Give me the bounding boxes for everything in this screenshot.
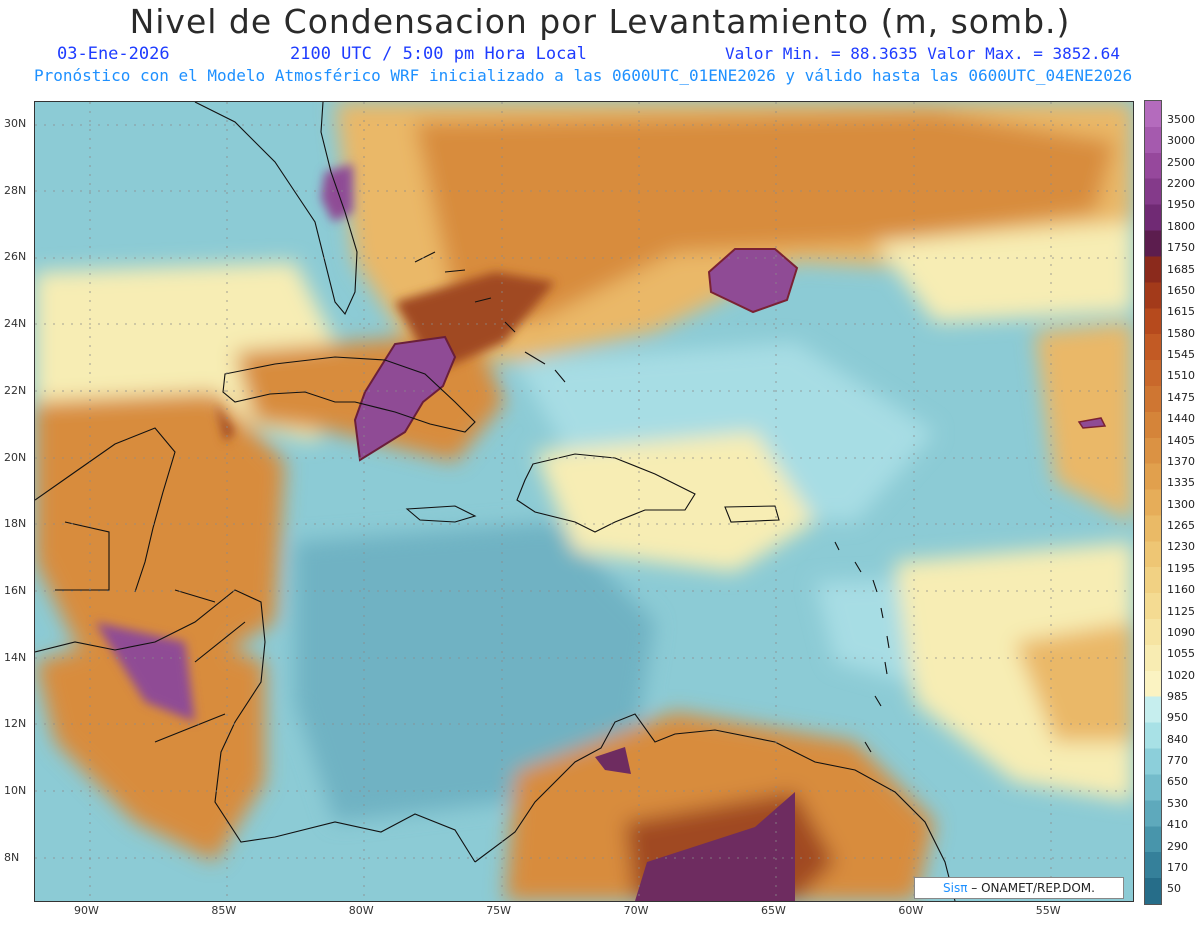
lat-label: 24N <box>4 317 27 331</box>
central-america-orange <box>35 622 265 862</box>
value-min-max: Valor Min. = 88.3635 Valor Max. = 3852.6… <box>725 44 1120 63</box>
hispaniola-coast <box>516 453 696 533</box>
lat-label: 26N <box>4 250 27 264</box>
colorbar-label: 1440 <box>1167 412 1195 426</box>
colorbar-label: 1370 <box>1167 454 1195 468</box>
yucatan-orange <box>35 392 285 682</box>
colorbar-label: 1750 <box>1167 241 1195 255</box>
colorbar-label: 1055 <box>1167 647 1195 661</box>
pale-band-north <box>875 222 1133 322</box>
colorbar-label: 2500 <box>1167 155 1195 169</box>
lon-label: 65W <box>761 904 786 917</box>
colorbar-label: 1580 <box>1167 326 1195 340</box>
coastlines <box>35 102 956 901</box>
lat-label: 12N <box>4 717 27 731</box>
jamaica-coast <box>405 505 477 523</box>
lon-label: 70W <box>623 904 649 917</box>
lat-label: 30N <box>4 117 27 130</box>
east-purple-cell <box>1077 417 1107 429</box>
colorbar-label: 650 <box>1167 775 1188 789</box>
cuba-coast <box>222 356 476 433</box>
lat-label: 22N <box>4 383 27 397</box>
lat-label: 8N <box>4 850 20 864</box>
colorbar-label: 1265 <box>1167 519 1195 533</box>
colorbar-label: 770 <box>1167 754 1188 768</box>
colorbar-label: 1335 <box>1167 476 1195 490</box>
colorbar-label: 1545 <box>1167 348 1195 362</box>
honduras-purple <box>95 622 195 722</box>
lon-label: 60W <box>898 904 924 917</box>
model-info: Pronóstico con el Modelo Atmosférico WRF… <box>34 66 1133 85</box>
colorbar-label: 1510 <box>1167 369 1195 383</box>
bahamas-islands <box>414 251 566 383</box>
lat-label: 28N <box>4 183 27 197</box>
lon-label: 75W <box>486 904 512 917</box>
lat-label: 18N <box>4 517 27 531</box>
gridlines <box>35 102 1133 901</box>
atlantic-purple-cell <box>707 248 799 314</box>
colorbar-label: 1090 <box>1167 625 1195 639</box>
sispi-logo-text: Sisπ <box>943 881 968 895</box>
colorbar-label: 3000 <box>1167 134 1195 148</box>
colorbar-label: 1160 <box>1167 583 1195 597</box>
colorbar-label: 410 <box>1167 818 1188 832</box>
cuba-purple-cell <box>353 335 457 462</box>
weather-map <box>34 101 1134 902</box>
central-america-coast <box>35 589 476 863</box>
florida-purple <box>321 164 353 222</box>
colorbar-label: 985 <box>1167 689 1188 703</box>
yucatan-brown <box>215 402 235 442</box>
lon-label: 85W <box>211 904 237 917</box>
florida-coast <box>194 102 358 316</box>
colorbar-label: 1615 <box>1167 305 1195 319</box>
colorbar-label: 1195 <box>1167 561 1195 575</box>
colorbar-label: 2200 <box>1167 177 1195 191</box>
lon-label: 90W <box>74 904 99 917</box>
colorbar-label: 530 <box>1167 796 1188 810</box>
colorbar-label: 950 <box>1167 711 1188 725</box>
lon-label: 55W <box>1035 904 1061 917</box>
south-dark <box>595 747 631 774</box>
colorbar-label: 1950 <box>1167 198 1195 212</box>
central-america-borders <box>55 521 246 743</box>
forecast-date: 03-Ene-2026 <box>57 44 170 64</box>
lat-label: 20N <box>4 450 27 464</box>
map-title: Nivel de Condensacion por Levantamiento … <box>129 2 1071 41</box>
colorbar-label: 1650 <box>1167 283 1195 297</box>
credit-box: Sisπ – ONAMET/REP.DOM. <box>914 877 1124 899</box>
south-america-coast <box>474 713 956 901</box>
venezuela-purple-cell <box>635 792 795 901</box>
purple-cells <box>353 248 1107 901</box>
colorbar-label: 1230 <box>1167 540 1195 554</box>
deep-caribbean <box>295 522 655 822</box>
antilles-islands <box>834 541 890 753</box>
colorbar-label: 1020 <box>1167 668 1195 682</box>
south-east-orange <box>1015 622 1133 742</box>
colorbar-label: 290 <box>1167 839 1188 853</box>
colorbar-label: 1300 <box>1167 497 1195 511</box>
colorbar-label: 3500 <box>1167 113 1195 126</box>
north-orange-core <box>415 112 1115 322</box>
lat-label: 14N <box>4 650 27 664</box>
colorbar-label: 1685 <box>1167 262 1195 276</box>
hispaniola-pale <box>535 432 815 572</box>
yucatan-coast <box>35 427 176 593</box>
colorbar-label: 1125 <box>1167 604 1195 618</box>
colorbar <box>1144 100 1162 905</box>
colorbar-label: 50 <box>1167 882 1181 896</box>
colorbar-label: 170 <box>1167 860 1188 874</box>
colorbar-label: 1405 <box>1167 433 1195 447</box>
puerto-rico-coast <box>724 505 780 523</box>
forecast-time: 2100 UTC / 5:00 pm Hora Local <box>290 44 587 64</box>
lon-label: 80W <box>348 904 374 917</box>
colorbar-label: 840 <box>1167 732 1188 746</box>
colorbar-label: 1800 <box>1167 219 1195 233</box>
colorbar-label: 1475 <box>1167 390 1195 404</box>
lat-label: 10N <box>4 784 27 797</box>
credit-text: – ONAMET/REP.DOM. <box>967 881 1095 895</box>
lat-label: 16N <box>4 583 27 597</box>
lcl-field <box>35 102 1133 901</box>
